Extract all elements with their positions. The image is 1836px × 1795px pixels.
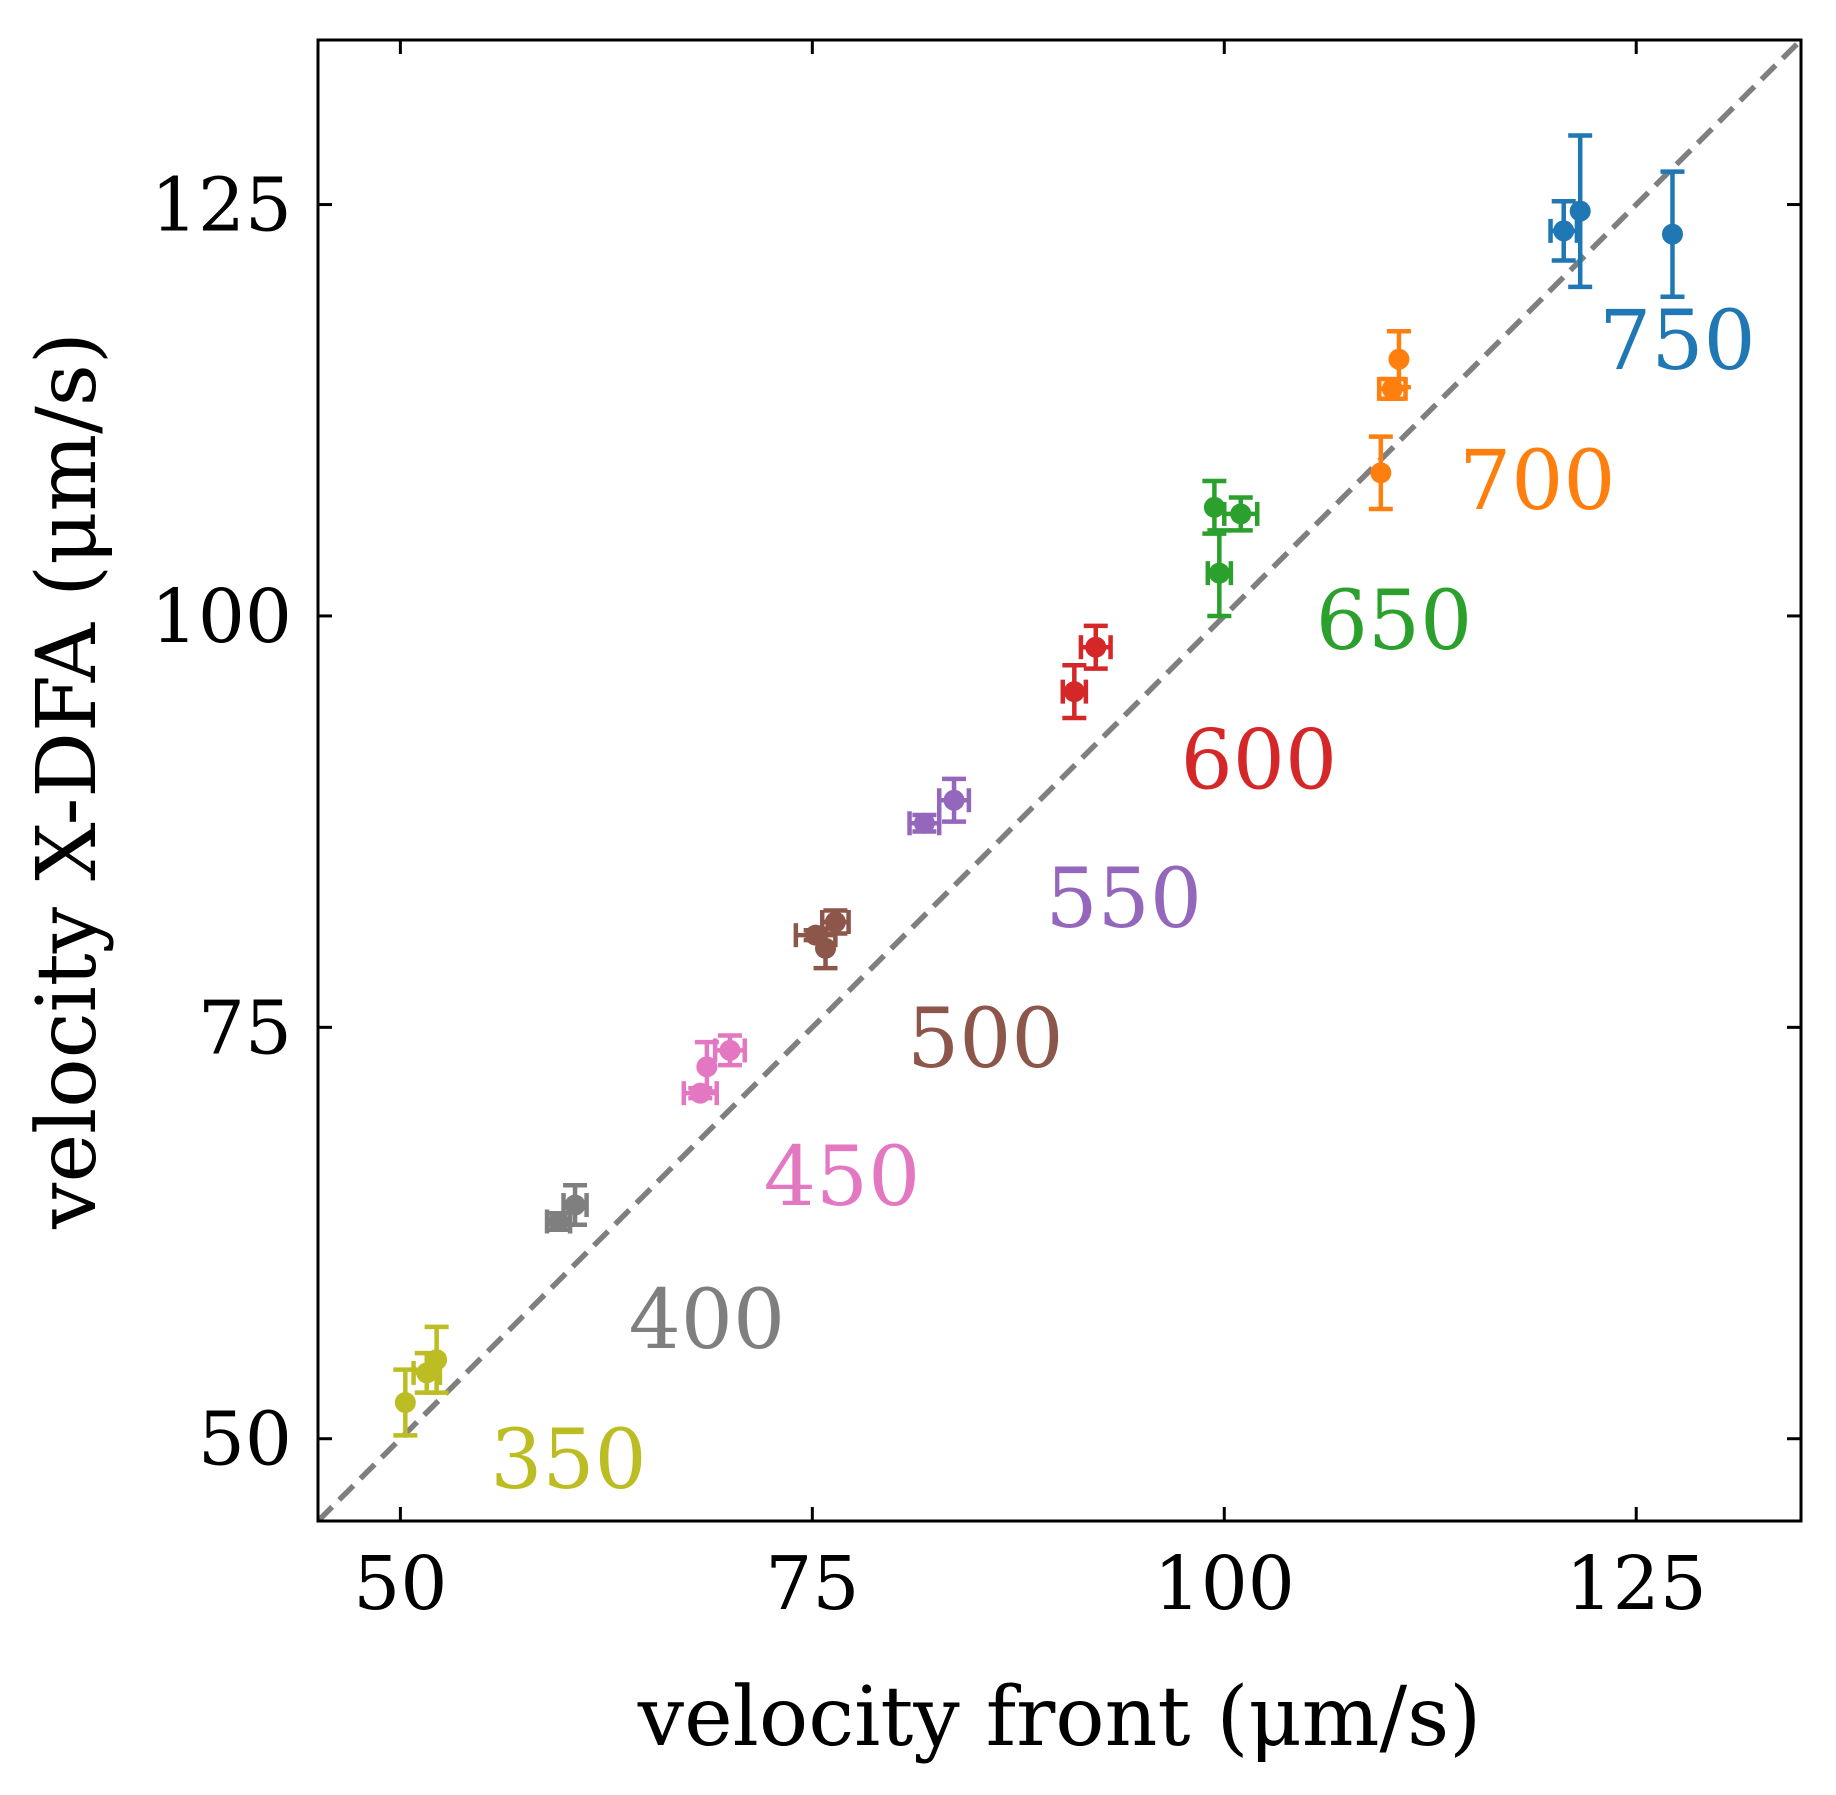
plot-frame [316,38,1803,1523]
x-tick-label: 50 [353,1541,447,1627]
group-label-750: 750 [1599,294,1756,389]
series-350 [393,1324,449,1438]
y-tick-label: 50 [198,1397,292,1483]
data-point [1388,348,1410,370]
data-point [696,1056,718,1078]
reference-line-y-equals-x [318,40,1801,1521]
series-400 [544,1183,589,1234]
data-point [1230,503,1252,525]
data-point [1661,223,1683,245]
data-point [564,1194,586,1216]
x-tick-label: 125 [1566,1541,1707,1627]
series-450 [681,1033,748,1106]
group-label-400: 400 [629,1273,786,1368]
group-label-600: 600 [1181,714,1338,809]
series-700 [1368,329,1411,512]
data-point [913,812,935,834]
y-tick-label: 100 [151,574,292,660]
group-label-550: 550 [1046,852,1203,947]
series-650 [1202,478,1260,619]
data-point [1085,636,1107,658]
data-point [1553,220,1575,242]
plot-area: 350 400 450 500 550 600 650 700 750 [318,40,1801,1521]
series-750 [1548,133,1685,299]
y-tick-label: 125 [151,163,292,249]
x-tick-label: 75 [765,1541,859,1627]
data-point [426,1349,448,1371]
group-label-700: 700 [1459,434,1616,529]
y-axis-label: velocity X-DFA (μm/s) [20,332,115,1230]
x-tick-label: 100 [1154,1541,1295,1627]
series-600 [1060,623,1113,721]
data-point [719,1039,741,1061]
group-label-450: 450 [764,1130,921,1225]
y-tick-label: 75 [198,985,292,1071]
data-point [824,911,846,933]
data-point [1203,496,1225,518]
data-point [548,1211,570,1233]
axes: 50 75 100 125 50 75 100 125 [151,38,1803,1627]
data-point [394,1392,416,1414]
data-point [1569,200,1591,222]
data-point [943,789,965,811]
data-point [1208,562,1230,584]
group-label-350: 350 [490,1413,647,1508]
series-500 [793,908,851,971]
data-point [1370,462,1392,484]
group-label-650: 650 [1316,574,1473,669]
series-550 [907,776,972,836]
group-label-500: 500 [907,992,1064,1087]
data-point [1063,681,1085,703]
data-point [815,937,837,959]
x-axis-label: velocity front (μm/s) [637,1670,1481,1765]
